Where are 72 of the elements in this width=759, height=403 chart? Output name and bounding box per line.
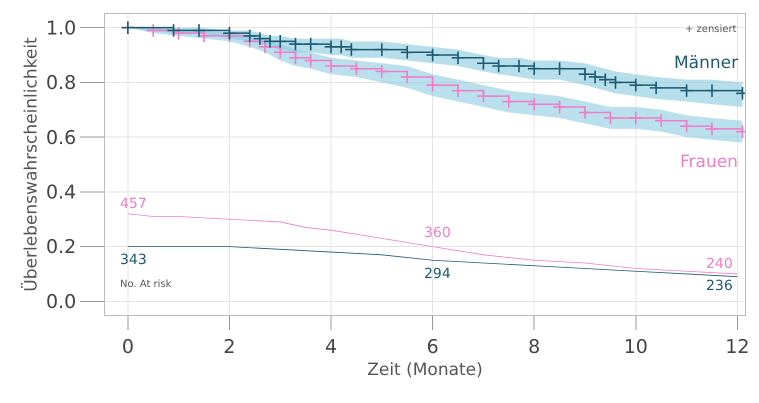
point	[273, 45, 288, 60]
y-tick-label: 0.6	[46, 126, 76, 149]
point	[172, 26, 186, 40]
point	[450, 50, 466, 65]
point	[527, 97, 542, 112]
x-tick-label: 10	[624, 336, 648, 358]
x-axis-title: Zeit (Monate)	[367, 360, 483, 380]
annotation: 360	[424, 225, 451, 241]
x-tick-label: 4	[324, 336, 338, 358]
series-label: Frauen	[680, 152, 738, 172]
x-tick-label: 6	[426, 336, 439, 358]
point	[512, 58, 526, 74]
y-tick-label: 1.0	[46, 17, 76, 40]
point	[304, 37, 318, 52]
annotation: 457	[120, 196, 147, 212]
point	[679, 84, 694, 98]
annotation: + zensiert	[685, 24, 737, 35]
point	[649, 80, 664, 95]
y-axis-title: Überlebenswahrscheinlichkeit	[20, 36, 42, 292]
point	[578, 105, 592, 120]
point	[349, 62, 364, 76]
annotation: No. At risk	[120, 279, 172, 290]
point	[288, 37, 303, 52]
point	[502, 94, 516, 109]
point	[334, 40, 348, 54]
point	[552, 100, 567, 114]
x-tick-label: 8	[528, 336, 540, 358]
point	[252, 32, 268, 46]
point	[588, 70, 602, 84]
point	[608, 75, 623, 90]
point	[492, 58, 506, 74]
point	[344, 42, 358, 57]
point	[146, 23, 160, 38]
point	[400, 45, 414, 60]
point	[704, 84, 720, 98]
point	[598, 72, 612, 87]
x-tick-label: 12	[725, 336, 750, 358]
point	[400, 70, 414, 84]
point	[552, 62, 567, 76]
series-label: Männer	[674, 53, 738, 73]
point	[603, 110, 618, 126]
annotation: 294	[424, 266, 451, 282]
point	[628, 78, 643, 92]
y-tick-label: 0.0	[46, 290, 76, 313]
point	[222, 26, 237, 40]
annotation: 240	[706, 256, 733, 272]
point	[450, 84, 466, 98]
point	[426, 78, 440, 92]
point	[242, 28, 257, 43]
y-tick-label: 0.4	[46, 182, 76, 204]
point	[476, 88, 491, 104]
point	[578, 67, 592, 82]
point	[324, 58, 338, 74]
point	[374, 42, 389, 57]
annotation: 343	[120, 252, 147, 268]
y-tick-label: 0.8	[46, 72, 76, 94]
point	[628, 110, 643, 126]
point	[527, 62, 542, 76]
y-tick-label: 0.2	[46, 236, 76, 258]
point	[192, 23, 206, 38]
x-tick-label: 2	[223, 336, 236, 358]
point	[166, 23, 181, 38]
point	[374, 64, 389, 79]
point	[288, 50, 303, 65]
point	[654, 114, 668, 128]
annotation: 236	[706, 278, 733, 294]
point	[426, 48, 440, 62]
point	[704, 122, 720, 136]
point	[273, 34, 288, 48]
point	[679, 119, 694, 134]
point	[304, 53, 318, 68]
x-tick-label: 0	[122, 336, 134, 358]
